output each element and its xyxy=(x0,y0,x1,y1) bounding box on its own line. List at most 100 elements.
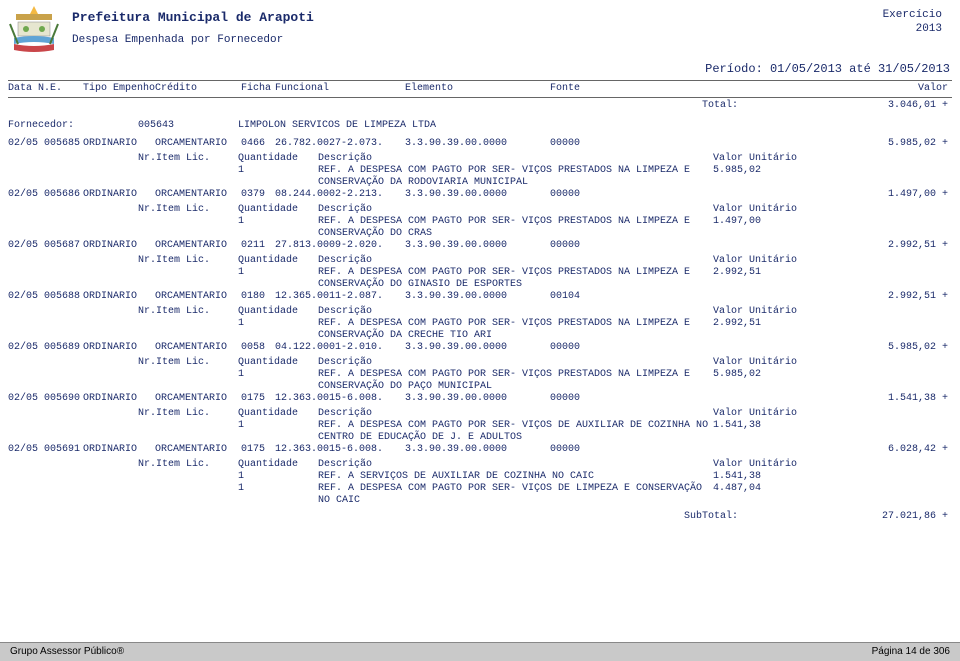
fornecedor-row: Fornecedor: 005643 LIMPOLON SERVICOS DE … xyxy=(0,116,960,138)
entry-credito: ORCAMENTARIO xyxy=(155,342,241,354)
entry-fonte: 00000 xyxy=(550,138,740,150)
item-unit-label: Valor Unitário xyxy=(713,459,863,471)
entry-ficha: 0058 xyxy=(241,342,275,354)
fornecedor-name: LIMPOLON SERVICOS DE LIMPEZA LTDA xyxy=(238,120,952,132)
entry-data: 02/05 005688 xyxy=(8,291,83,303)
entry-credito: ORCAMENTARIO xyxy=(155,291,241,303)
item-lic-label: Nr.Item Lic. xyxy=(138,255,238,267)
item-lic-label: Nr.Item Lic. xyxy=(138,306,238,318)
entry-funcional: 26.782.0027-2.073. xyxy=(275,138,405,150)
col-valor: Valor xyxy=(740,83,952,95)
item-qtd: 1 xyxy=(238,471,318,483)
item-qtd-label: Quantidade xyxy=(238,357,318,369)
item-qtd-label: Quantidade xyxy=(238,459,318,471)
entry-tipo: ORDINARIO xyxy=(83,342,155,354)
fornecedor-code: 005643 xyxy=(138,120,238,132)
entry-data: 02/05 005689 xyxy=(8,342,83,354)
exercicio-year: 2013 xyxy=(883,22,942,36)
entry-tipo: ORDINARIO xyxy=(83,138,155,150)
entry-funcional: 12.365.0011-2.087. xyxy=(275,291,405,303)
entry-data: 02/05 005691 xyxy=(8,444,83,456)
item-desc: REF. A DESPESA COM PAGTO POR SER- VIÇOS … xyxy=(318,216,713,240)
entry-elemento: 3.3.90.39.00.0000 xyxy=(405,291,550,303)
fornecedor-label: Fornecedor: xyxy=(8,120,138,132)
entry-data: 02/05 005687 xyxy=(8,240,83,252)
item-desc: REF. A DESPESA COM PAGTO POR SER- VIÇOS … xyxy=(318,369,713,393)
item-desc-label: Descrição xyxy=(318,459,713,471)
entry-ficha: 0180 xyxy=(241,291,275,303)
item-qtd: 1 xyxy=(238,318,318,342)
total-value: 3.046,01 + xyxy=(848,100,952,112)
item-lic-label: Nr.Item Lic. xyxy=(138,408,238,420)
entry-fonte: 00000 xyxy=(550,393,740,405)
item-desc: REF. A DESPESA COM PAGTO POR SER- VIÇOS … xyxy=(318,267,713,291)
item-blank xyxy=(138,483,238,507)
entry-credito: ORCAMENTARIO xyxy=(155,393,241,405)
item-lic-label: Nr.Item Lic. xyxy=(138,204,238,216)
entry-credito: ORCAMENTARIO xyxy=(155,444,241,456)
item-unit: 2.992,51 xyxy=(713,318,863,342)
item-unit: 1.541,38 xyxy=(713,471,863,483)
item-desc: REF. A DESPESA COM PAGTO POR SER- VIÇOS … xyxy=(318,483,713,507)
entry-ficha: 0466 xyxy=(241,138,275,150)
item-lic-label: Nr.Item Lic. xyxy=(138,357,238,369)
column-headers: Data N.E. Tipo Empenho Crédito Ficha Fun… xyxy=(0,83,960,95)
entry-valor: 2.992,51 + xyxy=(740,240,952,252)
col-ficha: Ficha xyxy=(241,83,275,95)
entry-valor: 6.028,42 + xyxy=(740,444,952,456)
item-desc: REF. A SERVIÇOS DE AUXILIAR DE COZINHA N… xyxy=(318,471,713,483)
item-unit-label: Valor Unitário xyxy=(713,153,863,165)
entry-row: 02/05 005686ORDINARIOORCAMENTARIO037908.… xyxy=(0,189,960,201)
entry-data: 02/05 005690 xyxy=(8,393,83,405)
item-row: 1REF. A DESPESA COM PAGTO POR SER- VIÇOS… xyxy=(0,369,960,393)
entry-fonte: 00104 xyxy=(550,291,740,303)
municipal-logo xyxy=(8,4,60,56)
entry-valor: 5.985,02 + xyxy=(740,138,952,150)
item-desc-label: Descrição xyxy=(318,153,713,165)
entry-valor: 2.992,51 + xyxy=(740,291,952,303)
item-qtd-label: Quantidade xyxy=(238,153,318,165)
item-row: 1REF. A DESPESA COM PAGTO POR SER- VIÇOS… xyxy=(0,216,960,240)
item-unit: 4.487,04 xyxy=(713,483,863,507)
item-desc: REF. A DESPESA COM PAGTO POR SER- VIÇOS … xyxy=(318,165,713,189)
item-blank xyxy=(138,471,238,483)
entry-elemento: 3.3.90.39.00.0000 xyxy=(405,342,550,354)
entry-funcional: 12.363.0015-6.008. xyxy=(275,444,405,456)
item-desc: REF. A DESPESA COM PAGTO POR SER- VIÇOS … xyxy=(318,318,713,342)
entry-elemento: 3.3.90.39.00.0000 xyxy=(405,138,550,150)
item-blank xyxy=(138,165,238,189)
entry-tipo: ORDINARIO xyxy=(83,393,155,405)
col-credito: Crédito xyxy=(155,83,241,95)
entry-row: 02/05 005688ORDINARIOORCAMENTARIO018012.… xyxy=(0,291,960,303)
item-qtd: 1 xyxy=(238,267,318,291)
item-row: 1REF. A DESPESA COM PAGTO POR SER- VIÇOS… xyxy=(0,318,960,342)
entry-ficha: 0175 xyxy=(241,393,275,405)
item-qtd-label: Quantidade xyxy=(238,306,318,318)
entry-elemento: 3.3.90.39.00.0000 xyxy=(405,393,550,405)
entry-row: 02/05 005687ORDINARIOORCAMENTARIO021127.… xyxy=(0,240,960,252)
col-tipo: Tipo Empenho xyxy=(83,83,155,95)
item-unit-label: Valor Unitário xyxy=(713,357,863,369)
col-data: Data N.E. xyxy=(8,83,83,95)
entry-valor: 1.541,38 + xyxy=(740,393,952,405)
entry-row: 02/05 005691ORDINARIOORCAMENTARIO017512.… xyxy=(0,444,960,456)
exercicio-block: Exercício 2013 xyxy=(883,4,952,37)
item-unit: 1.541,38 xyxy=(713,420,863,444)
entry-fonte: 00000 xyxy=(550,342,740,354)
item-unit-label: Valor Unitário xyxy=(713,204,863,216)
item-header: Nr.Item Lic.QuantidadeDescriçãoValor Uni… xyxy=(0,255,960,267)
entry-data: 02/05 005686 xyxy=(8,189,83,201)
entry-ficha: 0379 xyxy=(241,189,275,201)
item-row: 1REF. A DESPESA COM PAGTO POR SER- VIÇOS… xyxy=(0,165,960,189)
subtotal-label: SubTotal: xyxy=(8,511,848,523)
subtotal-row: SubTotal: 27.021,86 + xyxy=(0,507,960,535)
item-header: Nr.Item Lic.QuantidadeDescriçãoValor Uni… xyxy=(0,306,960,318)
entry-tipo: ORDINARIO xyxy=(83,291,155,303)
entry-tipo: ORDINARIO xyxy=(83,189,155,201)
item-blank xyxy=(138,267,238,291)
header-text: Prefeitura Municipal de Arapoti Despesa … xyxy=(60,4,883,47)
entry-ficha: 0211 xyxy=(241,240,275,252)
entry-funcional: 04.122.0001-2.010. xyxy=(275,342,405,354)
item-unit-label: Valor Unitário xyxy=(713,408,863,420)
entry-elemento: 3.3.90.39.00.0000 xyxy=(405,189,550,201)
